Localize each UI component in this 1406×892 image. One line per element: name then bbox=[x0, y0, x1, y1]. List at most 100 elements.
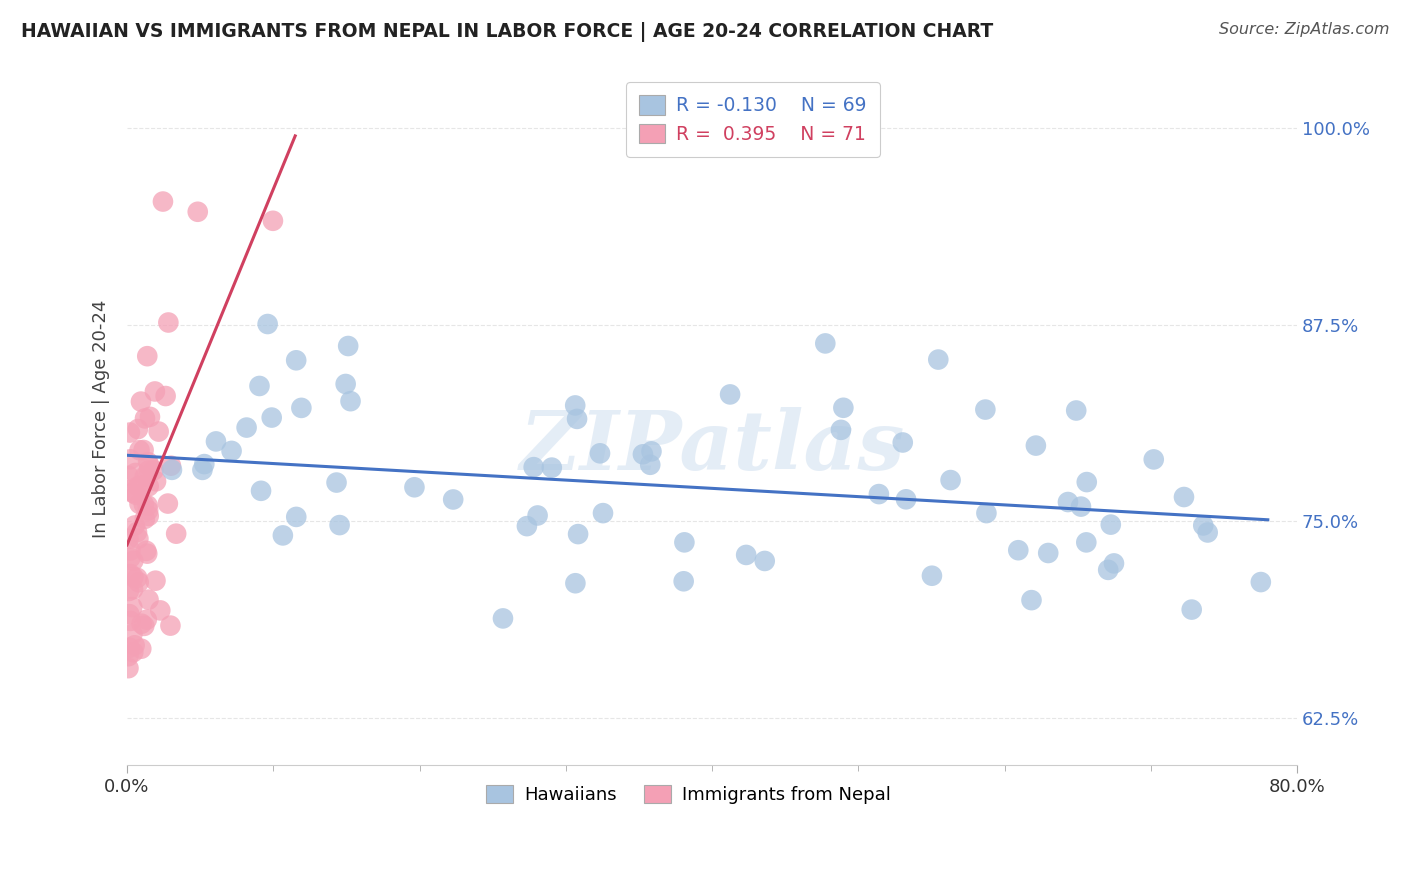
Point bbox=[127, 479, 149, 493]
Point bbox=[159, 618, 181, 632]
Point bbox=[117, 483, 139, 498]
Point bbox=[1192, 518, 1215, 533]
Point bbox=[156, 497, 179, 511]
Point bbox=[138, 508, 160, 523]
Point bbox=[139, 409, 162, 424]
Point bbox=[250, 483, 273, 498]
Point bbox=[122, 570, 145, 584]
Point bbox=[118, 640, 141, 655]
Point bbox=[118, 425, 141, 440]
Point bbox=[1181, 602, 1204, 616]
Point bbox=[134, 619, 156, 633]
Point bbox=[290, 401, 312, 415]
Point bbox=[565, 412, 588, 426]
Point bbox=[832, 401, 855, 415]
Point bbox=[138, 463, 160, 477]
Point bbox=[138, 458, 160, 473]
Point bbox=[1250, 575, 1272, 590]
Point bbox=[891, 435, 914, 450]
Point bbox=[187, 204, 209, 219]
Point bbox=[191, 463, 214, 477]
Point bbox=[122, 645, 145, 659]
Point bbox=[1025, 439, 1047, 453]
Point bbox=[894, 492, 917, 507]
Point bbox=[516, 519, 538, 533]
Point bbox=[868, 487, 890, 501]
Point bbox=[564, 576, 586, 591]
Point bbox=[492, 611, 515, 625]
Point bbox=[122, 554, 145, 568]
Point bbox=[134, 512, 156, 526]
Point bbox=[540, 460, 562, 475]
Point bbox=[160, 458, 183, 473]
Point bbox=[132, 498, 155, 512]
Point bbox=[1197, 525, 1219, 540]
Point bbox=[1076, 475, 1098, 489]
Point bbox=[976, 506, 998, 520]
Point bbox=[592, 506, 614, 520]
Point bbox=[567, 527, 589, 541]
Point bbox=[1097, 563, 1119, 577]
Point bbox=[117, 469, 139, 483]
Point bbox=[1064, 403, 1087, 417]
Legend: Hawaiians, Immigrants from Nepal: Hawaiians, Immigrants from Nepal bbox=[475, 774, 901, 815]
Point bbox=[149, 603, 172, 617]
Point bbox=[256, 317, 278, 331]
Point bbox=[124, 466, 146, 480]
Point bbox=[120, 550, 142, 565]
Point bbox=[339, 394, 361, 409]
Point bbox=[221, 443, 243, 458]
Point bbox=[1070, 500, 1092, 514]
Point bbox=[830, 423, 852, 437]
Point bbox=[129, 394, 152, 409]
Point bbox=[138, 592, 160, 607]
Point bbox=[564, 399, 586, 413]
Point bbox=[718, 387, 741, 401]
Point bbox=[117, 649, 139, 664]
Point bbox=[921, 568, 943, 582]
Point bbox=[145, 574, 167, 588]
Point bbox=[1099, 517, 1122, 532]
Point bbox=[135, 613, 157, 627]
Point bbox=[125, 525, 148, 540]
Point bbox=[127, 571, 149, 585]
Point bbox=[441, 492, 464, 507]
Point bbox=[120, 567, 142, 582]
Point bbox=[127, 532, 149, 546]
Point bbox=[127, 422, 149, 436]
Point bbox=[120, 452, 142, 467]
Point bbox=[640, 444, 662, 458]
Point bbox=[523, 460, 546, 475]
Point bbox=[193, 457, 215, 471]
Point bbox=[672, 574, 695, 589]
Point bbox=[118, 584, 141, 599]
Point bbox=[157, 316, 180, 330]
Point bbox=[927, 352, 949, 367]
Point bbox=[131, 616, 153, 631]
Point bbox=[136, 349, 159, 363]
Point bbox=[136, 499, 159, 513]
Point bbox=[260, 410, 283, 425]
Point bbox=[121, 600, 143, 615]
Point bbox=[121, 627, 143, 641]
Point bbox=[249, 379, 271, 393]
Point bbox=[142, 463, 165, 477]
Point bbox=[143, 384, 166, 399]
Text: ZIPatlas: ZIPatlas bbox=[519, 407, 905, 487]
Point bbox=[131, 478, 153, 492]
Point bbox=[939, 473, 962, 487]
Point bbox=[1007, 543, 1029, 558]
Point bbox=[814, 336, 837, 351]
Point bbox=[136, 455, 159, 469]
Point bbox=[152, 194, 174, 209]
Text: Source: ZipAtlas.com: Source: ZipAtlas.com bbox=[1219, 22, 1389, 37]
Point bbox=[673, 535, 696, 549]
Point bbox=[138, 479, 160, 493]
Point bbox=[136, 547, 159, 561]
Point bbox=[134, 411, 156, 425]
Y-axis label: In Labor Force | Age 20-24: In Labor Force | Age 20-24 bbox=[93, 300, 110, 538]
Point bbox=[117, 532, 139, 546]
Point bbox=[337, 339, 360, 353]
Point bbox=[1143, 452, 1166, 467]
Point bbox=[1038, 546, 1060, 560]
